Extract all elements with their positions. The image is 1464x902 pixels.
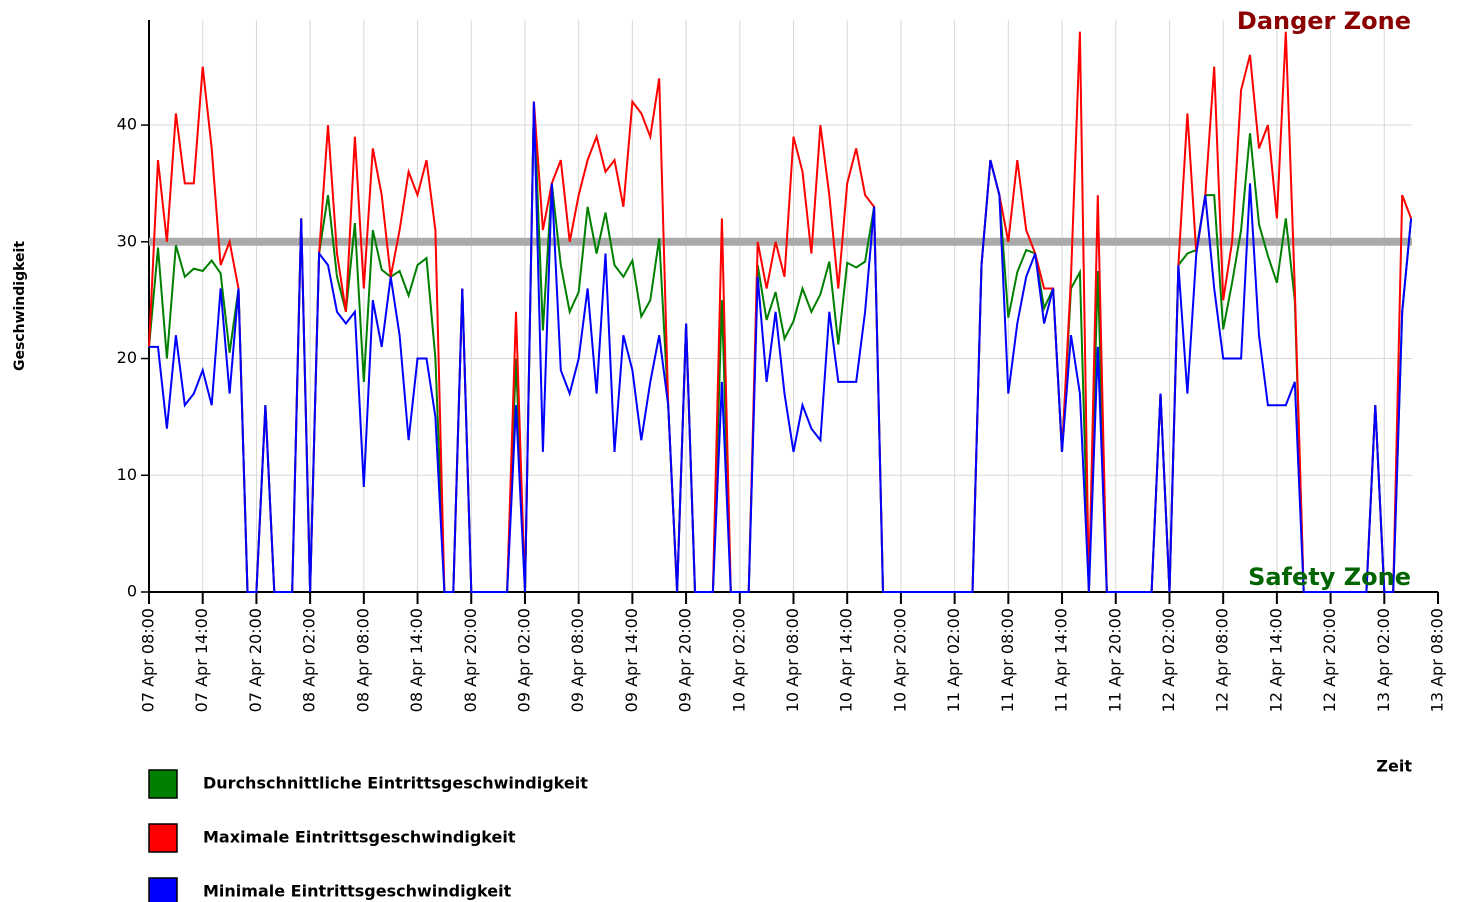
- x-tick-label: 09 Apr 08:00: [568, 608, 587, 712]
- y-tick-label: 40: [117, 115, 137, 134]
- series-line: [149, 101, 1413, 593]
- x-tick-label: 07 Apr 08:00: [139, 608, 158, 712]
- x-tick-label: 13 Apr 08:00: [1428, 608, 1447, 712]
- x-tick-label: 13 Apr 02:00: [1374, 608, 1393, 712]
- x-tick-label: 08 Apr 20:00: [461, 608, 480, 712]
- x-tick-label: 12 Apr 08:00: [1213, 608, 1232, 712]
- x-tick-label: 09 Apr 14:00: [622, 608, 641, 712]
- x-tick-label: 12 Apr 14:00: [1266, 608, 1285, 712]
- x-tick-label: 11 Apr 02:00: [944, 608, 963, 712]
- y-tick-label: 10: [117, 465, 137, 484]
- x-tick-label: 10 Apr 20:00: [890, 608, 909, 712]
- x-tick-label: 07 Apr 20:00: [246, 608, 265, 712]
- x-tick-label: 09 Apr 02:00: [514, 608, 533, 712]
- x-tick-label: 08 Apr 02:00: [300, 608, 319, 712]
- legend-label: Minimale Eintrittsgeschwindigkeit: [203, 882, 512, 901]
- x-tick-label: 12 Apr 02:00: [1159, 608, 1178, 712]
- x-tick-label: 08 Apr 08:00: [353, 608, 372, 712]
- x-tick-label: 10 Apr 08:00: [783, 608, 802, 712]
- legend-swatch: [148, 823, 178, 853]
- x-tick-label: 09 Apr 20:00: [676, 608, 695, 712]
- x-tick-label: 07 Apr 14:00: [192, 608, 211, 712]
- x-tick-label: 11 Apr 08:00: [998, 608, 1017, 712]
- legend-swatch: [148, 769, 178, 799]
- x-tick-label: 08 Apr 14:00: [407, 608, 426, 712]
- x-tick-label: 10 Apr 02:00: [729, 608, 748, 712]
- x-axis-label: Zeit: [1376, 757, 1412, 776]
- y-tick-label: 30: [117, 231, 137, 250]
- annotation: Danger Zone: [1237, 7, 1411, 35]
- legend-swatch: [148, 877, 178, 902]
- y-tick-label: 0: [127, 582, 137, 601]
- y-tick-label: 20: [117, 348, 137, 367]
- x-tick-label: 11 Apr 20:00: [1105, 608, 1124, 712]
- legend-label: Maximale Eintrittsgeschwindigkeit: [203, 828, 516, 847]
- x-tick-label: 12 Apr 20:00: [1320, 608, 1339, 712]
- x-tick-label: 10 Apr 14:00: [837, 608, 856, 712]
- annotation: Safety Zone: [1248, 563, 1411, 591]
- x-tick-label: 11 Apr 14:00: [1052, 608, 1071, 712]
- legend-label: Durchschnittliche Eintrittsgeschwindigke…: [203, 774, 588, 793]
- y-axis-label: Geschwindigkeit: [12, 241, 28, 371]
